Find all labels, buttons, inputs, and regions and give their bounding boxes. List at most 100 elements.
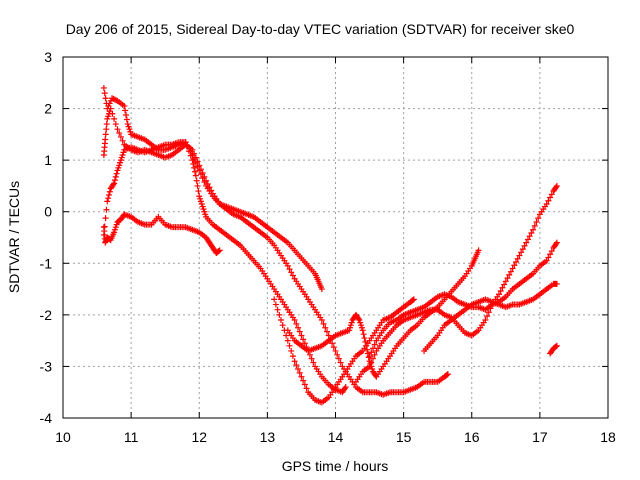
data-point <box>543 257 550 264</box>
data-point <box>295 324 302 331</box>
data-point <box>364 346 371 353</box>
data-point <box>105 191 112 198</box>
data-point <box>216 247 223 254</box>
series-track-9 <box>421 280 560 354</box>
data-point <box>295 366 302 373</box>
data-point <box>547 251 554 258</box>
y-tick-label: -4 <box>40 410 53 426</box>
x-tick-label: 16 <box>464 429 480 445</box>
data-point <box>519 246 526 253</box>
data-point <box>322 324 329 331</box>
data-point <box>501 281 508 288</box>
data-point <box>359 327 366 334</box>
data-point <box>496 291 502 298</box>
data-point <box>113 170 120 177</box>
data-point <box>308 355 315 362</box>
data-point <box>293 362 300 369</box>
data-point <box>497 288 504 295</box>
data-point <box>192 172 199 179</box>
data-point <box>208 187 215 194</box>
data-point <box>330 344 337 351</box>
data-point <box>318 286 325 293</box>
data-point <box>102 95 109 102</box>
data-point <box>191 150 198 157</box>
data-point <box>119 137 126 144</box>
data-point <box>335 355 342 362</box>
data-point <box>194 182 201 189</box>
data-point <box>334 351 341 358</box>
data-point <box>475 247 482 254</box>
data-point <box>284 337 291 344</box>
data-point <box>553 182 560 189</box>
data-point <box>278 317 284 324</box>
data-point <box>102 131 109 138</box>
data-point <box>516 252 523 259</box>
data-point <box>184 143 191 150</box>
x-tick-label: 18 <box>600 429 616 445</box>
data-point <box>553 184 560 191</box>
data-point <box>514 255 521 262</box>
data-point <box>122 107 129 114</box>
y-tick-label: 2 <box>44 101 52 117</box>
data-point <box>191 164 198 171</box>
x-tick-label: 10 <box>55 429 71 445</box>
x-tick-label: 13 <box>260 429 276 445</box>
data-point <box>553 239 560 246</box>
data-point <box>271 296 278 303</box>
data-point <box>103 121 110 128</box>
x-tick-label: 11 <box>124 429 139 445</box>
data-point <box>197 166 204 173</box>
data-point <box>329 340 336 347</box>
series-track-1 <box>100 84 325 293</box>
data-point <box>283 332 290 339</box>
data-point <box>121 102 128 109</box>
data-point <box>106 188 113 195</box>
data-point <box>332 347 339 354</box>
data-point <box>204 180 211 187</box>
x-tick-label: 17 <box>532 429 548 445</box>
data-point <box>366 363 373 370</box>
data-point <box>518 249 525 256</box>
x-axis-label: GPS time / hours <box>282 458 389 474</box>
data-point <box>362 338 369 345</box>
data-point <box>337 359 344 366</box>
data-point <box>553 342 560 349</box>
data-point <box>530 226 537 233</box>
data-point <box>102 136 109 143</box>
data-point <box>116 130 123 137</box>
data-point <box>113 97 120 104</box>
data-point <box>101 223 108 230</box>
data-point <box>272 301 279 308</box>
y-tick-label: 1 <box>44 152 52 168</box>
data-point <box>196 162 203 169</box>
data-point <box>291 358 298 365</box>
data-point <box>107 105 114 112</box>
data-point <box>320 320 327 327</box>
y-tick-label: 3 <box>44 49 52 65</box>
data-point <box>513 258 520 265</box>
data-point <box>545 197 552 204</box>
data-point <box>195 188 202 195</box>
data-point <box>444 371 451 378</box>
y-tick-label: -3 <box>40 358 53 374</box>
data-point <box>286 342 293 349</box>
data-point <box>545 254 552 261</box>
data-point <box>363 342 370 349</box>
data-point <box>192 154 199 161</box>
data-point <box>528 229 535 236</box>
data-point <box>111 180 118 187</box>
data-point <box>509 265 516 272</box>
data-point <box>523 239 530 246</box>
data-point <box>110 95 117 102</box>
data-point <box>187 152 194 159</box>
y-tick-label: 0 <box>44 204 52 220</box>
data-point <box>310 359 317 366</box>
data-point <box>189 157 196 164</box>
data-point <box>103 126 110 133</box>
data-point <box>186 148 193 155</box>
data-point <box>502 278 509 285</box>
data-point <box>102 215 109 222</box>
